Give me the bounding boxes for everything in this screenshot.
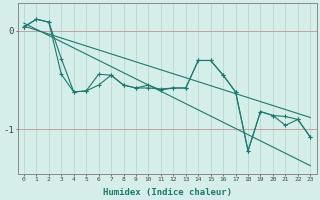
X-axis label: Humidex (Indice chaleur): Humidex (Indice chaleur) — [103, 188, 232, 197]
